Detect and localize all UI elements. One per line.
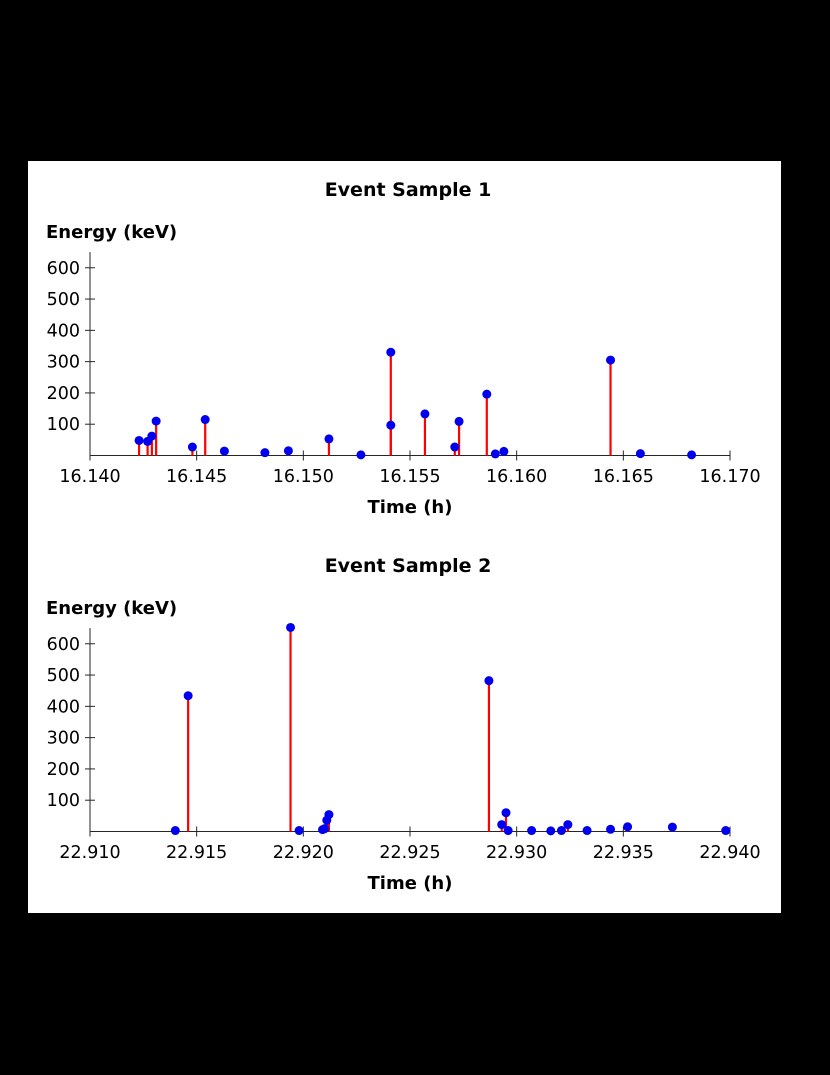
event-marker <box>386 420 396 430</box>
event-marker <box>546 826 556 836</box>
event-marker <box>147 431 157 441</box>
event-marker <box>484 676 494 686</box>
event-marker <box>200 415 210 425</box>
event-marker <box>501 808 511 818</box>
event-marker <box>623 822 633 832</box>
x-tick-label: 22.930 <box>486 843 547 863</box>
y-tick-label: 600 <box>47 259 80 279</box>
event-marker <box>420 409 430 419</box>
y-tick-label: 600 <box>47 635 80 655</box>
event-marker <box>134 435 144 445</box>
x-tick-label: 16.155 <box>379 467 440 487</box>
event-marker <box>283 446 293 456</box>
y-tick-label: 100 <box>47 791 80 811</box>
event-marker <box>320 824 330 834</box>
event-marker <box>499 446 509 456</box>
x-tick-label: 22.925 <box>379 843 440 863</box>
event-marker <box>497 820 507 830</box>
y-tick-label: 300 <box>47 353 80 373</box>
y-tick-label: 100 <box>47 415 80 435</box>
x-tick-label: 22.940 <box>699 843 760 863</box>
x-tick-label: 16.165 <box>593 467 654 487</box>
event-sample-2-chart: Event Sample 2 Energy (keV) Time (h) 100 200… <box>46 555 761 894</box>
event-marker <box>260 448 270 458</box>
event-marker <box>294 826 304 836</box>
event-marker <box>450 442 460 452</box>
event-marker <box>687 450 697 460</box>
x-tick-label: 16.170 <box>699 467 760 487</box>
x-tick-label: 16.140 <box>59 467 120 487</box>
event-marker <box>490 449 500 459</box>
y-tick-label: 200 <box>47 760 80 780</box>
y-tick-label: 200 <box>47 384 80 404</box>
event-marker <box>721 826 731 836</box>
x-axis-label: Time (h) <box>368 497 453 518</box>
x-tick-label: 16.145 <box>166 467 227 487</box>
x-tick-label: 22.910 <box>59 843 120 863</box>
event-marker <box>454 416 464 426</box>
event-marker <box>635 449 645 459</box>
event-marker <box>356 450 366 460</box>
event-marker <box>170 826 180 836</box>
event-marker <box>219 446 229 456</box>
event-marker <box>503 826 513 836</box>
event-marker <box>151 416 161 426</box>
figure-panel: Event Sample 1 Energy (keV) Time (h) 100 200… <box>28 161 781 913</box>
event-marker <box>556 826 566 836</box>
y-tick-label: 500 <box>47 666 80 686</box>
x-tick-label: 16.160 <box>486 467 547 487</box>
y-axis-label: Energy (keV) <box>46 222 177 243</box>
event-marker <box>183 691 193 701</box>
y-tick-label: 500 <box>47 290 80 310</box>
event-marker <box>324 810 334 820</box>
event-marker <box>482 389 492 399</box>
event-marker <box>582 826 592 836</box>
y-tick-label: 400 <box>47 321 80 341</box>
chart-title: Event Sample 1 <box>325 179 492 201</box>
event-marker <box>606 824 616 834</box>
event-marker <box>563 820 573 830</box>
x-tick-label: 22.935 <box>593 843 654 863</box>
x-tick-label: 16.150 <box>273 467 334 487</box>
y-tick-label: 300 <box>47 729 80 749</box>
event-marker <box>187 442 197 452</box>
event-marker <box>286 622 296 632</box>
x-axis-label: Time (h) <box>368 873 453 894</box>
event-marker <box>667 822 677 832</box>
y-axis-label: Energy (keV) <box>46 598 177 619</box>
event-sample-1-chart: Event Sample 1 Energy (keV) Time (h) 100 200… <box>46 179 761 518</box>
x-tick-label: 22.915 <box>166 843 227 863</box>
event-marker <box>324 434 334 444</box>
x-tick-label: 22.920 <box>273 843 334 863</box>
event-marker <box>606 355 616 365</box>
chart-title: Event Sample 2 <box>325 555 492 577</box>
y-tick-label: 400 <box>47 697 80 717</box>
event-marker <box>527 826 537 836</box>
event-marker <box>386 347 396 357</box>
